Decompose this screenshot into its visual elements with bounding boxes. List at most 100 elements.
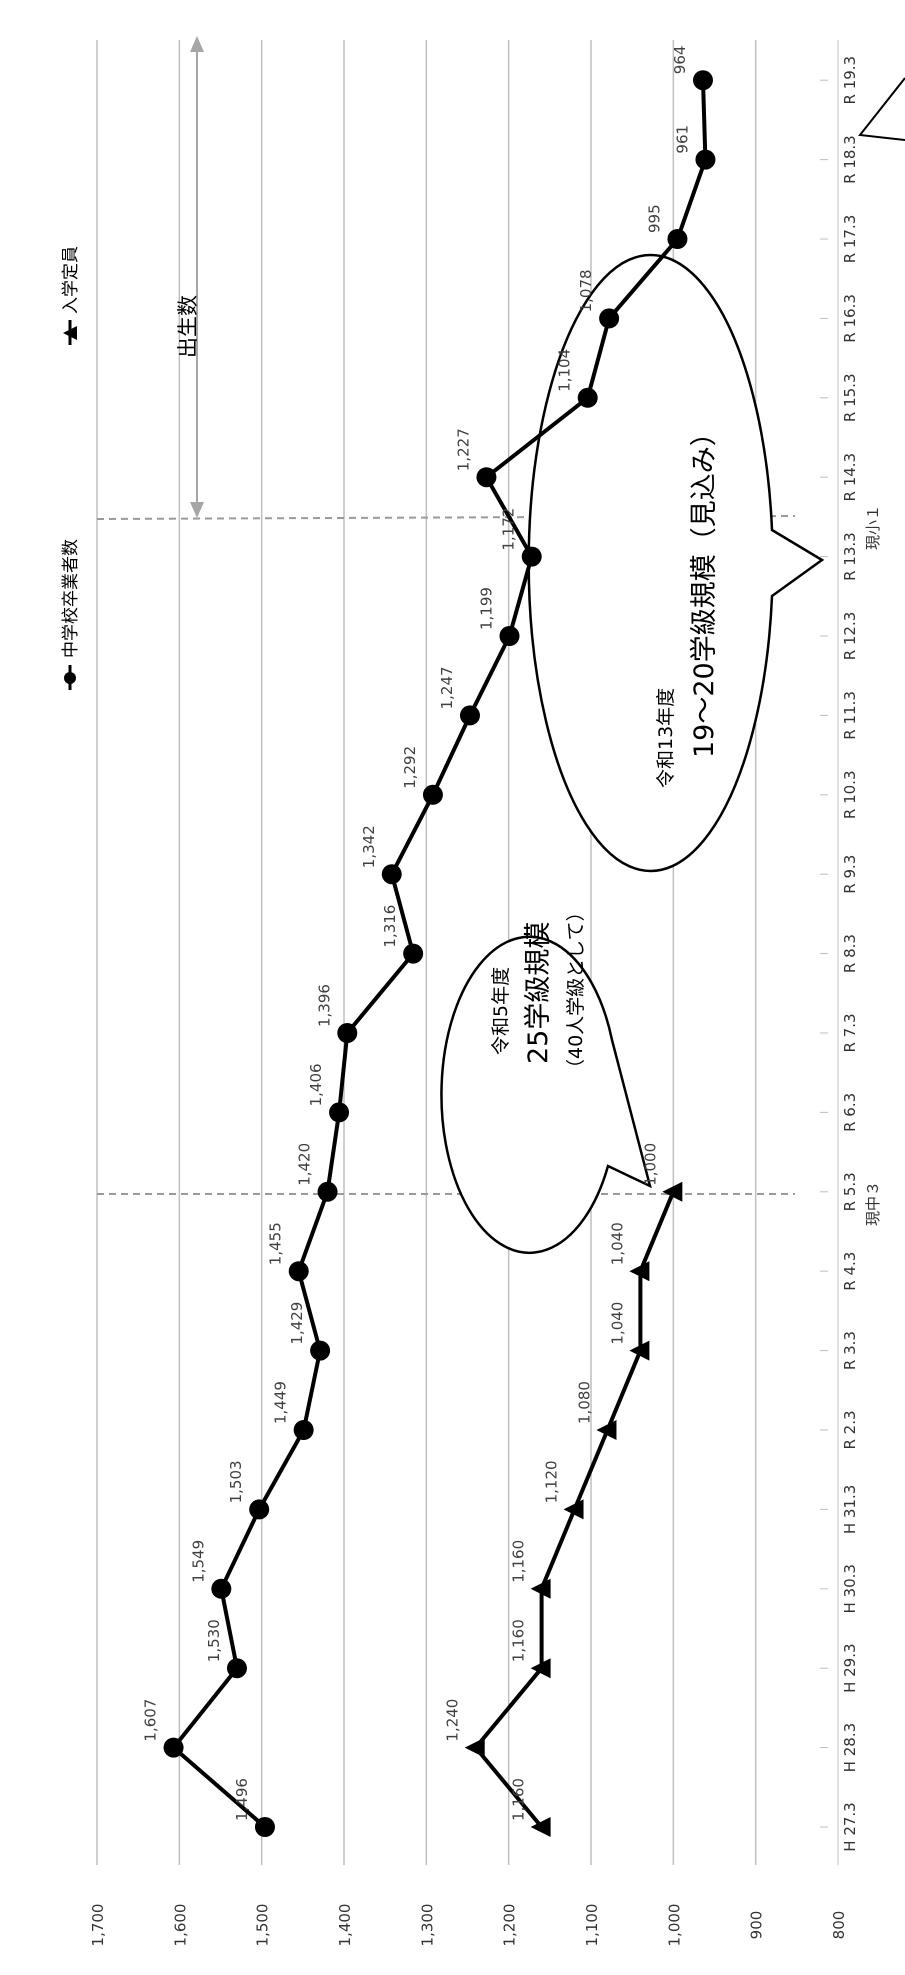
y-tick-label: 1,400 bbox=[336, 1904, 354, 1947]
x-tick-label: R 7.3 bbox=[841, 1013, 859, 1052]
data-label: 1,420 bbox=[296, 1143, 314, 1186]
data-point bbox=[464, 1737, 485, 1758]
data-point bbox=[530, 1658, 551, 1679]
data-label: 1,396 bbox=[315, 984, 333, 1027]
x-tick-label: R 2.3 bbox=[841, 1410, 859, 1449]
data-point bbox=[403, 943, 424, 964]
x-axis-ticks: H 27.3 H 28.3 H 29.3 H 30.3 H 31.3 R 2.3 R 3.3… bbox=[820, 56, 859, 1852]
data-point bbox=[288, 1261, 309, 1282]
x-tick-label: R 14.3 bbox=[841, 453, 859, 502]
gridlines bbox=[96, 40, 839, 1865]
data-point bbox=[317, 1181, 338, 1202]
x-tick-label: H 30.3 bbox=[841, 1564, 859, 1613]
data-point bbox=[521, 546, 542, 567]
data-label: 1,530 bbox=[205, 1619, 223, 1662]
data-label: 964 bbox=[671, 46, 689, 75]
y-tick-label: 1,500 bbox=[254, 1904, 272, 1947]
callout-partial bbox=[858, 77, 905, 141]
data-label: 1,292 bbox=[401, 746, 419, 789]
data-point bbox=[226, 1658, 247, 1679]
data-point bbox=[667, 229, 688, 249]
data-label: 1,503 bbox=[227, 1460, 245, 1503]
data-point bbox=[422, 784, 443, 805]
data-label: 1,406 bbox=[307, 1063, 325, 1106]
data-label: 1,160 bbox=[510, 1540, 528, 1583]
x-tick-label: R 13.3 bbox=[841, 532, 859, 581]
data-point bbox=[329, 1102, 350, 1123]
x-tick-label: R 15.3 bbox=[841, 374, 859, 423]
x-tick-label: R 18.3 bbox=[841, 135, 859, 184]
data-label: 1,607 bbox=[142, 1699, 160, 1742]
data-point bbox=[476, 467, 497, 488]
data-point bbox=[211, 1578, 232, 1599]
x-tick-label: R 6.3 bbox=[841, 1093, 859, 1132]
y-tick-label: 1,600 bbox=[171, 1904, 189, 1947]
callout-r5-line1: 令和5年度 bbox=[490, 967, 512, 1055]
callout-bubble-r13 bbox=[527, 253, 825, 873]
data-label: 1,429 bbox=[288, 1302, 306, 1345]
data-label: 1,342 bbox=[360, 825, 378, 868]
data-point bbox=[530, 1817, 551, 1837]
data-point bbox=[596, 1420, 617, 1440]
data-point bbox=[293, 1420, 314, 1440]
data-point bbox=[337, 1023, 358, 1043]
y-tick-label: 1,200 bbox=[501, 1904, 519, 1947]
current-j3-label: 現中３ bbox=[864, 1181, 882, 1226]
callout-r13-line2: 19～20学級規模（見込み） bbox=[689, 419, 720, 758]
data-label: 1,449 bbox=[272, 1381, 290, 1424]
data-point bbox=[695, 149, 716, 170]
data-label: 1,496 bbox=[233, 1778, 251, 1821]
x-tick-label: R 19.3 bbox=[841, 56, 859, 105]
data-label: 1,240 bbox=[444, 1699, 462, 1742]
data-label: 961 bbox=[673, 125, 691, 154]
x-tick-label: H 29.3 bbox=[841, 1643, 859, 1692]
data-label: 1,316 bbox=[381, 905, 399, 948]
data-label: 1,172 bbox=[500, 508, 518, 551]
callout-r5-line2: 25学級規模 bbox=[523, 922, 554, 1064]
data-point bbox=[163, 1737, 184, 1758]
x-tick-label: R 10.3 bbox=[841, 771, 859, 820]
callout-r13-line1: 令和13年度 bbox=[655, 688, 677, 788]
data-point bbox=[254, 1817, 275, 1837]
legend-item-graduates: 中学校卒業者数 bbox=[61, 539, 81, 690]
y-tick-label: 900 bbox=[748, 1911, 766, 1940]
x-tick-label: R 11.3 bbox=[841, 691, 859, 740]
data-point bbox=[629, 1340, 650, 1361]
x-tick-label: R 5.3 bbox=[841, 1172, 859, 1211]
data-label: 1,549 bbox=[189, 1540, 207, 1583]
birth-arrow bbox=[190, 36, 204, 518]
x-tick-label: R 17.3 bbox=[841, 215, 859, 264]
x-tick-label: H 27.3 bbox=[841, 1802, 859, 1851]
data-point bbox=[530, 1578, 551, 1599]
x-tick-label: R 8.3 bbox=[841, 934, 859, 973]
y-tick-label: 1,300 bbox=[418, 1904, 436, 1947]
legend-item-capacity: 入学定員 bbox=[61, 246, 81, 345]
data-point bbox=[249, 1499, 270, 1520]
series-markers-capacity bbox=[464, 1181, 683, 1837]
data-point bbox=[577, 387, 598, 408]
y-tick-label: 1,000 bbox=[665, 1904, 683, 1947]
data-point bbox=[499, 626, 520, 646]
data-point bbox=[310, 1340, 331, 1361]
data-point bbox=[692, 70, 713, 91]
data-label: 1,160 bbox=[510, 1619, 528, 1662]
x-tick-label: H 28.3 bbox=[841, 1723, 859, 1772]
x-tick-label: H 31.3 bbox=[841, 1485, 859, 1534]
data-label: 995 bbox=[645, 204, 663, 233]
data-label: 1,227 bbox=[454, 428, 472, 471]
data-point bbox=[381, 864, 402, 885]
current-e1-label: 現小１ bbox=[864, 505, 882, 550]
callout-r5-line3: （40人学級として） bbox=[565, 902, 587, 1078]
data-labels-graduates: 1,496 1,607 1,530 1,549 1,503 1,449 1,429 1,455… bbox=[142, 46, 692, 1821]
data-point bbox=[599, 308, 620, 329]
data-label: 1,247 bbox=[438, 666, 456, 709]
series-markers-graduates bbox=[163, 70, 716, 1837]
y-tick-label: 800 bbox=[830, 1911, 848, 1940]
data-point bbox=[459, 705, 480, 726]
legend-label-graduates: 中学校卒業者数 bbox=[61, 539, 81, 658]
data-label: 1,078 bbox=[577, 269, 595, 312]
birth-label: 出生数 bbox=[176, 295, 200, 358]
data-label: 1,040 bbox=[608, 1222, 626, 1265]
y-tick-label: 1,700 bbox=[89, 1904, 107, 1947]
